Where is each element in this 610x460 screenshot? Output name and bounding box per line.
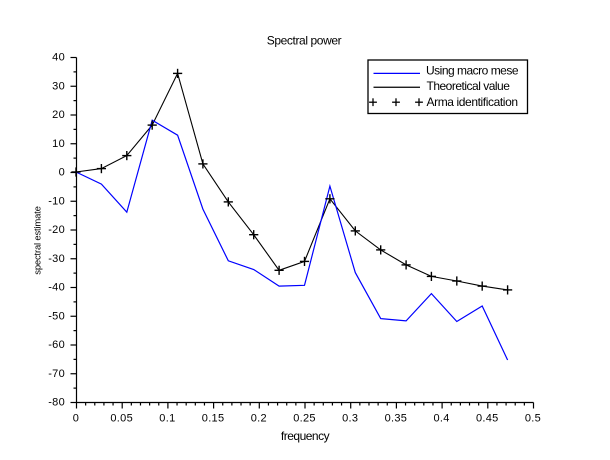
svg-text:-20: -20	[48, 224, 65, 236]
svg-text:-10: -10	[48, 195, 65, 207]
svg-text:-80: -80	[48, 397, 65, 409]
svg-text:0.5: 0.5	[525, 413, 541, 425]
svg-text:0.05: 0.05	[110, 413, 133, 425]
svg-text:0.45: 0.45	[476, 413, 499, 425]
svg-text:0.35: 0.35	[385, 413, 408, 425]
svg-text:spectral estimate: spectral estimate	[33, 206, 44, 274]
svg-text:-60: -60	[48, 339, 65, 351]
svg-text:40: 40	[52, 52, 65, 64]
svg-text:0.1: 0.1	[159, 413, 175, 425]
svg-text:Using macro mese: Using macro mese	[426, 63, 519, 77]
svg-text:-30: -30	[48, 253, 65, 265]
svg-text:30: 30	[52, 80, 65, 92]
svg-text:0: 0	[73, 413, 79, 425]
svg-text:Theoretical value: Theoretical value	[427, 79, 511, 93]
svg-text:20: 20	[52, 109, 65, 121]
svg-text:0.4: 0.4	[433, 413, 449, 425]
svg-text:-70: -70	[48, 368, 65, 380]
svg-text:0.3: 0.3	[342, 413, 358, 425]
svg-text:-40: -40	[48, 282, 65, 294]
svg-text:frequency: frequency	[281, 429, 330, 443]
svg-text:10: 10	[52, 138, 65, 150]
svg-text:0.2: 0.2	[251, 413, 267, 425]
svg-text:Spectral power: Spectral power	[267, 34, 342, 48]
svg-text:-50: -50	[48, 310, 65, 322]
svg-text:0.25: 0.25	[293, 413, 316, 425]
svg-text:Arma identification: Arma identification	[427, 95, 518, 109]
svg-text:0.15: 0.15	[202, 413, 225, 425]
svg-text:0: 0	[59, 167, 65, 179]
